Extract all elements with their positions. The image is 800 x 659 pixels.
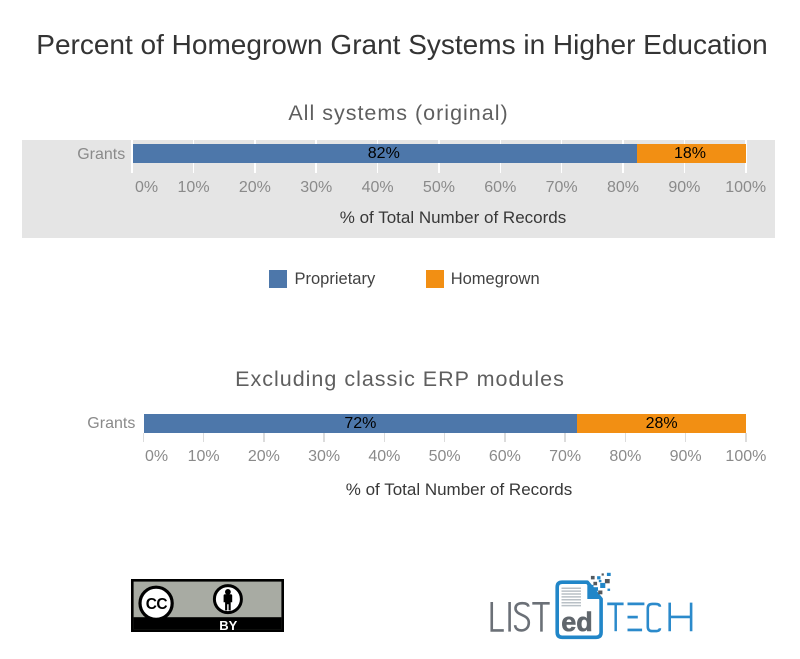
svg-text:BY: BY (219, 618, 237, 632)
svg-text:ed: ed (561, 607, 593, 637)
svg-text:CC: CC (146, 596, 168, 613)
